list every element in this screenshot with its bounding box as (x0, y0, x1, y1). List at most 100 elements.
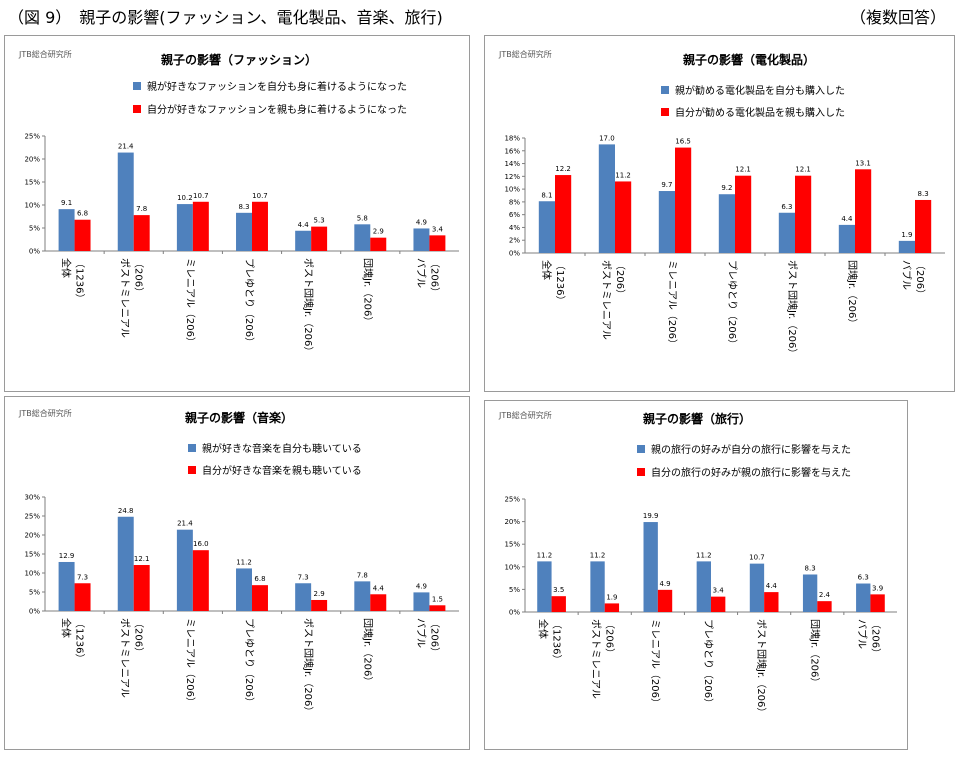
source-label: JTB総合研究所 (498, 49, 552, 59)
data-label: 11.2 (615, 171, 631, 179)
figure-title: （図 9） 親子の影響(ファッション、電化製品、音楽、旅行) (8, 8, 443, 27)
data-label: 9.2 (721, 184, 732, 192)
category-label-group: 全体 （1236） (60, 618, 86, 663)
data-label: 8.3 (918, 190, 929, 198)
category-label: 全体 (540, 260, 553, 280)
bar-series2 (795, 175, 812, 253)
data-label: 6.8 (77, 210, 88, 218)
category-label-group: 全体 （1236） (537, 619, 563, 664)
data-label: 4.9 (416, 218, 427, 226)
category-label-group: バブル （206） (414, 618, 440, 657)
legend-label-1: 親が好きな音楽を自分も聴いている (202, 442, 362, 455)
y-tick-label: 10% (24, 202, 40, 210)
category-label: ミレニアル（206） (184, 258, 196, 347)
category-label: 団塊Jr.（206） (361, 258, 374, 326)
category-label: （206） (914, 260, 926, 299)
bar-series1 (176, 529, 193, 611)
category-label-group: ポスト団塊Jr.（206） (786, 260, 799, 358)
category-label-group: 全体 （1236） (60, 258, 86, 303)
category-label: バブル (414, 258, 427, 288)
category-label: （206） (428, 258, 440, 297)
bar-series1 (236, 568, 252, 611)
data-label: 9.7 (661, 181, 672, 189)
chart-panel-fashion: JTB総合研究所 親子の影響（ファッション） 親が好きなファッションを自分も身に着け… (4, 35, 470, 392)
category-label-group: ポストミレニアル （206） (119, 258, 145, 338)
category-label: （206） (604, 619, 616, 658)
y-tick-label: 12% (504, 173, 520, 181)
category-label: ミレニアル（206） (666, 260, 678, 349)
category-label: （206） (133, 618, 145, 657)
bar-series1 (413, 228, 430, 251)
bar-series1 (537, 561, 552, 612)
category-label: 団塊Jr.（206） (361, 618, 374, 686)
bar-series1 (598, 144, 615, 253)
bar-series2 (615, 181, 632, 253)
category-label: 団塊Jr.（206） (846, 260, 859, 328)
y-tick-label: 10% (504, 563, 520, 571)
category-label: （1236） (74, 258, 86, 303)
bar-series1 (117, 152, 134, 251)
bar-series1 (58, 209, 75, 251)
bar-series2 (855, 169, 872, 253)
bar-series1 (295, 230, 312, 251)
bar-series2 (74, 219, 91, 251)
bar-series2 (604, 603, 620, 612)
bar-series2 (429, 605, 446, 611)
chart-title: 親子の影響（旅行） (643, 411, 751, 426)
bar-series1 (658, 191, 675, 253)
y-tick-label: 14% (504, 160, 520, 168)
source-label: JTB総合研究所 (18, 49, 72, 59)
category-label: ポスト団塊Jr.（206） (302, 258, 315, 356)
bar-series1 (117, 516, 134, 611)
bar-series2 (551, 596, 566, 612)
chart-fashion: JTB総合研究所 親子の影響（ファッション） 親が好きなファッションを自分も身に着け… (18, 49, 459, 356)
category-label: 全体 (60, 618, 73, 638)
category-label: ミレニアル（206） (184, 618, 196, 707)
y-tick-label: 0% (29, 248, 40, 256)
data-label: 3.9 (872, 584, 883, 592)
data-label: 7.3 (77, 573, 88, 581)
legend-label-2: 自分が勧める電化製品を親も購入した (675, 106, 845, 119)
category-label-group: ポストミレニアル （206） (590, 619, 616, 699)
y-tick-label: 10% (504, 186, 520, 194)
bar-series2 (429, 235, 446, 251)
y-tick-label: 5% (29, 225, 40, 233)
data-label: 4.4 (298, 221, 310, 229)
data-label: 4.4 (841, 215, 853, 223)
category-label-group: ポスト団塊Jr.（206） (302, 258, 315, 356)
category-label: ミレニアル（206） (649, 619, 661, 708)
bar-series1 (778, 212, 795, 253)
data-label: 19.9 (643, 512, 659, 520)
data-label: 12.1 (735, 166, 751, 174)
y-tick-label: 25% (24, 133, 40, 141)
legend-label-1: 親が好きなファッションを自分も身に着けるようになった (147, 80, 407, 93)
bar-series1 (176, 204, 193, 251)
legend-swatch-2 (637, 468, 645, 476)
y-tick-label: 20% (24, 156, 40, 164)
category-label: ポストミレニアル (590, 619, 602, 699)
category-label: バブル (414, 618, 427, 648)
category-label: （206） (133, 258, 145, 297)
y-tick-label: 15% (24, 179, 40, 187)
data-label: 9.1 (61, 199, 72, 207)
data-label: 10.7 (193, 192, 209, 200)
y-tick-label: 20% (24, 532, 40, 540)
data-label: 4.9 (416, 582, 427, 590)
y-tick-label: 5% (509, 586, 520, 594)
y-tick-label: 6% (509, 211, 520, 219)
category-label: バブル (855, 619, 868, 649)
data-label: 10.2 (177, 194, 193, 202)
chart-title: 親子の影響（ファッション） (161, 52, 317, 67)
category-label: （1236） (554, 260, 566, 305)
bar-series1 (413, 592, 430, 611)
category-label-group: ポストミレニアル （206） (600, 260, 626, 340)
data-label: 8.1 (541, 191, 552, 199)
y-tick-label: 0% (509, 250, 520, 258)
source-label: JTB総合研究所 (498, 410, 552, 420)
data-label: 2.9 (314, 590, 325, 598)
data-label: 3.5 (553, 586, 564, 594)
chart-panel-electronics: JTB総合研究所 親子の影響（電化製品） 親が勧める電化製品を自分も購入した 自分が勧… (484, 35, 955, 392)
data-label: 1.5 (432, 595, 443, 603)
data-label: 24.8 (118, 507, 134, 515)
bar-series2 (657, 589, 673, 612)
